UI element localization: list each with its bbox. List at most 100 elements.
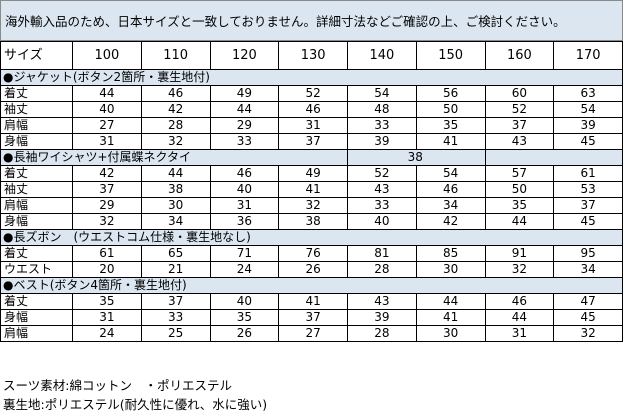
measure-cell: 91 xyxy=(484,245,555,262)
row-label: 着丈 xyxy=(0,293,73,310)
measure-cell: 41 xyxy=(278,293,348,310)
measure-cell: 42 xyxy=(72,165,142,182)
size-table-body: サイズ 100 110 120 130 140 150 160 170 ●ジャケ… xyxy=(0,41,623,342)
measure-cell: 42 xyxy=(415,213,486,230)
measure-cell: 31 xyxy=(72,133,142,150)
size-header-cell: 160 xyxy=(484,41,555,70)
measure-cell: 34 xyxy=(415,197,486,214)
size-header-cell: 130 xyxy=(278,41,348,70)
measure-cell: 43 xyxy=(347,181,417,198)
size-header-cell: 120 xyxy=(209,41,280,70)
measure-cell: 71 xyxy=(209,245,280,262)
measure-cell: 24 xyxy=(72,325,142,342)
measure-cell: 33 xyxy=(347,197,417,214)
measure-cell: 37 xyxy=(278,133,348,150)
measure-cell: 27 xyxy=(278,325,348,342)
measure-cell: 37 xyxy=(278,309,348,326)
measure-cell: 45 xyxy=(553,309,623,326)
measure-cell: 26 xyxy=(278,261,348,278)
table-row: 着丈 61 65 71 76 81 85 91 95 xyxy=(0,245,623,262)
measure-cell: 33 xyxy=(209,133,280,150)
table-row: 肩幅 27 28 29 31 33 35 37 39 xyxy=(0,117,623,134)
measure-cell: 85 xyxy=(415,245,486,262)
size-header-label: サイズ xyxy=(0,41,73,70)
table-row: 袖丈 37 38 40 41 43 46 50 53 xyxy=(0,181,623,198)
footer-lining: 裏生地:ポリエステル(耐久性に優れ、水に強い) xyxy=(0,395,623,414)
measure-cell: 27 xyxy=(72,117,142,134)
measure-cell: 60 xyxy=(484,85,555,102)
notice-banner: 海外輸入品のため、日本サイズと一致しておりません。詳細寸法などご確認の上、ご検討… xyxy=(0,0,623,41)
size-header-cell: 170 xyxy=(553,41,623,70)
measure-cell: 32 xyxy=(140,133,211,150)
measure-cell: 40 xyxy=(209,181,280,198)
measure-cell: 28 xyxy=(347,261,417,278)
measure-cell: 45 xyxy=(553,133,623,150)
table-row: 袖丈 40 42 44 46 48 50 52 54 xyxy=(0,101,623,118)
row-label: 着丈 xyxy=(0,85,73,102)
measure-cell: 31 xyxy=(278,117,348,134)
table-row: ウエスト 20 21 24 26 28 30 32 34 xyxy=(0,261,623,278)
measure-cell: 26 xyxy=(209,325,280,342)
row-label: 身幅 xyxy=(0,133,73,150)
measure-cell: 28 xyxy=(140,117,211,134)
size-header-row: サイズ 100 110 120 130 140 150 160 170 xyxy=(0,41,623,70)
measure-cell: 46 xyxy=(278,101,348,118)
measure-cell: 40 xyxy=(72,101,142,118)
size-header-cell: 110 xyxy=(140,41,211,70)
measure-cell: 61 xyxy=(72,245,142,262)
measure-cell: 29 xyxy=(72,197,142,214)
table-row: 身幅 32 34 36 38 40 42 44 45 xyxy=(0,213,623,230)
measure-cell: 56 xyxy=(415,85,486,102)
size-header-cell: 100 xyxy=(72,41,142,70)
measure-cell: 52 xyxy=(278,85,348,102)
measure-cell: 54 xyxy=(347,85,417,102)
measure-cell: 34 xyxy=(140,213,211,230)
measure-cell: 31 xyxy=(72,309,142,326)
size-header-cell: 150 xyxy=(415,41,486,70)
section-note: 38 xyxy=(347,149,486,166)
measure-cell: 33 xyxy=(140,309,211,326)
measure-cell: 35 xyxy=(415,117,486,134)
measure-cell: 44 xyxy=(484,213,555,230)
measure-cell: 40 xyxy=(347,213,417,230)
measure-cell: 20 xyxy=(72,261,142,278)
section-empty xyxy=(484,149,623,166)
measure-cell: 43 xyxy=(347,293,417,310)
measure-cell: 50 xyxy=(484,181,555,198)
measure-cell: 39 xyxy=(347,309,417,326)
section-header-row: ●ジャケット(ボタン2箇所・裏生地付) xyxy=(0,69,623,86)
row-label: 着丈 xyxy=(0,245,73,262)
measure-cell: 48 xyxy=(347,101,417,118)
section-title: ●長ズボン (ウエストコム仕様・裏生地なし) xyxy=(0,229,623,246)
measure-cell: 44 xyxy=(484,309,555,326)
measure-cell: 25 xyxy=(140,325,211,342)
section-title: ●長袖ワイシャツ+付属蝶ネクタイ xyxy=(0,149,348,166)
measure-cell: 35 xyxy=(72,293,142,310)
table-row: 肩幅 29 30 31 32 33 34 35 37 xyxy=(0,197,623,214)
measure-cell: 65 xyxy=(140,245,211,262)
measure-cell: 44 xyxy=(209,101,280,118)
size-header-cell: 140 xyxy=(347,41,417,70)
measure-cell: 31 xyxy=(484,325,555,342)
measure-cell: 30 xyxy=(140,197,211,214)
measure-cell: 35 xyxy=(484,197,555,214)
measure-cell: 32 xyxy=(553,325,623,342)
table-row: 着丈 35 37 40 41 43 44 46 47 xyxy=(0,293,623,310)
measure-cell: 52 xyxy=(484,101,555,118)
table-row: 身幅 31 33 35 37 39 41 44 45 xyxy=(0,309,623,326)
measure-cell: 35 xyxy=(209,309,280,326)
measure-cell: 42 xyxy=(140,101,211,118)
table-row: 肩幅 24 25 26 27 28 30 31 32 xyxy=(0,325,623,342)
row-label: 肩幅 xyxy=(0,197,73,214)
measure-cell: 46 xyxy=(484,293,555,310)
section-header-row: ●ベスト(ボタン4箇所・裏生地付) xyxy=(0,277,623,294)
measure-cell: 54 xyxy=(415,165,486,182)
measure-cell: 76 xyxy=(278,245,348,262)
measure-cell: 46 xyxy=(209,165,280,182)
section-header-row: ●長袖ワイシャツ+付属蝶ネクタイ 38 xyxy=(0,149,623,166)
measure-cell: 41 xyxy=(278,181,348,198)
measure-cell: 24 xyxy=(209,261,280,278)
measure-cell: 47 xyxy=(553,293,623,310)
measure-cell: 29 xyxy=(209,117,280,134)
